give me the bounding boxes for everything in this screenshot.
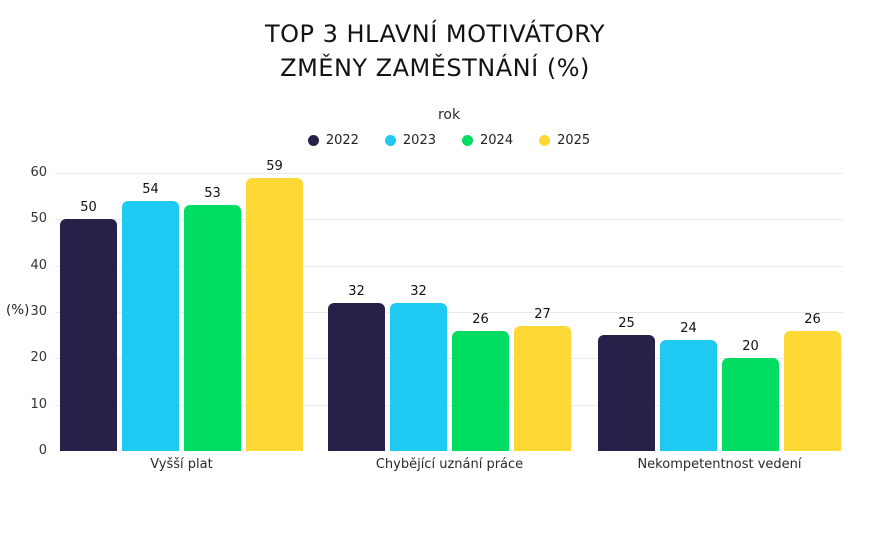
bar-2023-category-1 xyxy=(122,200,179,451)
y-tick-60: 60 xyxy=(30,165,47,180)
legend: rok 2022 2023 2024 2025 xyxy=(55,107,843,148)
bar-value-2025-category-3: 26 xyxy=(804,311,821,327)
y-tick-40: 40 xyxy=(30,257,47,273)
bar-2025-category-2 xyxy=(514,325,571,451)
chart-title-line2: ZMĚNY ZAMĚSTNÁNÍ (%) xyxy=(280,54,590,82)
bar-value-2025-category-2: 27 xyxy=(534,306,551,322)
bar-value-2023-category-2: 32 xyxy=(410,283,427,299)
bar-2025-category-1 xyxy=(246,177,303,451)
bar-2023-category-3 xyxy=(660,339,717,451)
category-label-1: Vyšší plat xyxy=(150,457,213,472)
legend-title: rok xyxy=(437,107,461,123)
legend-label-2022: 2022 xyxy=(325,133,359,148)
bar-value-2023-category-3: 24 xyxy=(680,320,697,336)
category-label-3: Nekompetentnost vedení xyxy=(637,457,802,472)
bar-2024-category-1 xyxy=(184,205,241,451)
bar-2022-category-3 xyxy=(598,335,655,451)
y-tick-50: 50 xyxy=(30,211,47,227)
bar-value-2024-category-3: 20 xyxy=(742,339,759,355)
y-axis-label: (%) xyxy=(6,302,30,318)
legend-items: 2022 2023 2024 2025 xyxy=(55,133,843,148)
bar-2023-category-2 xyxy=(390,302,447,451)
legend-item-2024[interactable]: 2024 xyxy=(462,133,513,148)
legend-dot-2023-icon xyxy=(384,135,396,146)
bar-value-2022-category-3: 25 xyxy=(618,316,635,332)
category-label-2: Chybějící uznání práce xyxy=(375,457,524,472)
y-tick-30: 30 xyxy=(30,304,47,319)
y-tick-0: 0 xyxy=(38,443,47,458)
chart-title-line1: TOP 3 HLAVNÍ MOTIVÁTORY xyxy=(264,20,606,48)
y-tick-20: 20 xyxy=(30,350,47,366)
legend-label-2025: 2025 xyxy=(557,133,591,148)
bar-value-2023-category-1: 54 xyxy=(142,181,159,197)
bar-value-2024-category-1: 53 xyxy=(204,186,221,202)
legend-item-2023[interactable]: 2023 xyxy=(384,133,436,148)
gridline-40 xyxy=(55,265,843,267)
legend-dot-2025-icon xyxy=(539,135,551,146)
plot-area: 50 54 53 59 32 32 26 27 25 24 20 26 xyxy=(55,159,843,451)
legend-label-2024: 2024 xyxy=(480,133,514,148)
bar-2022-category-1 xyxy=(60,219,117,451)
bar-2022-category-2 xyxy=(328,302,385,451)
legend-dot-2024-icon xyxy=(462,135,473,146)
bar-2024-category-3 xyxy=(722,358,779,451)
gridline-30 xyxy=(55,312,843,313)
bar-value-2022-category-1: 50 xyxy=(80,200,97,216)
gridline-60 xyxy=(55,173,843,174)
bar-2025-category-3 xyxy=(784,330,841,451)
bar-value-2024-category-2: 26 xyxy=(472,311,489,327)
chart-title: TOP 3 HLAVNÍ MOTIVÁTORY ZMĚNY ZAMĚSTNÁNÍ… xyxy=(0,17,870,85)
legend-dot-2022-icon xyxy=(307,135,319,146)
legend-item-2025[interactable]: 2025 xyxy=(539,133,590,148)
gridline-20 xyxy=(55,358,843,360)
gridline-50 xyxy=(55,219,843,221)
legend-item-2022[interactable]: 2022 xyxy=(307,133,359,148)
bar-value-2022-category-2: 32 xyxy=(348,283,365,299)
gridline-10 xyxy=(55,404,843,406)
bar-2024-category-2 xyxy=(452,330,509,451)
y-tick-10: 10 xyxy=(30,396,47,412)
legend-label-2023: 2023 xyxy=(402,133,436,148)
bar-value-2025-category-1: 59 xyxy=(266,158,283,174)
